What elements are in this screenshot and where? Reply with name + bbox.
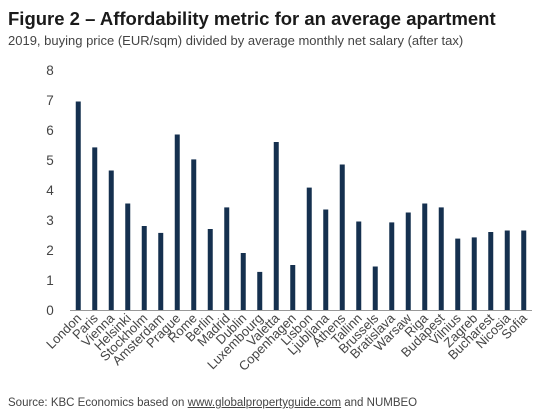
bar-helsinki (125, 203, 131, 310)
bar-riga (422, 203, 428, 310)
bar-prague (174, 134, 180, 310)
bar-warsaw (405, 212, 411, 310)
bar-luxembourg (257, 271, 263, 310)
bar-stockholm (141, 226, 147, 310)
y-tick-label: 6 (46, 123, 54, 138)
bar-lisbon (306, 187, 312, 310)
bar-bucharest (488, 232, 494, 310)
bar-copenhagen (290, 265, 296, 310)
bar-paris (92, 147, 98, 310)
y-tick-label: 1 (46, 273, 54, 288)
y-tick-label: 0 (46, 303, 54, 318)
y-tick-label: 7 (46, 93, 54, 108)
x-axis-labels: LondonParisViennaHelsinkiStockholmAmster… (43, 310, 530, 374)
bar-amsterdam (158, 232, 164, 310)
bars-group (75, 101, 527, 310)
y-tick-label: 8 (46, 63, 54, 78)
bar-tallinn (356, 221, 362, 310)
y-tick-label: 3 (46, 213, 54, 228)
bar-rome (191, 159, 197, 310)
source-note: Source: KBC Economics based on www.globa… (8, 397, 417, 409)
y-tick-label: 5 (46, 153, 54, 168)
bar-athens (339, 164, 345, 310)
bar-bratislava (389, 222, 395, 310)
bar-berlin (207, 229, 213, 310)
y-tick-label: 2 (46, 243, 54, 258)
bar-vilnius (455, 238, 461, 310)
bar-london (75, 101, 81, 310)
bar-zagreb (471, 237, 477, 310)
bar-nicosia (504, 230, 510, 310)
y-axis: 0 1 2 3 4 5 6 7 8 (46, 63, 54, 318)
bar-brussels (372, 266, 378, 310)
bar-valetta (273, 142, 279, 310)
bar-vienna (108, 170, 114, 310)
chart-subtitle: 2019, buying price (EUR/sqm) divided by … (8, 33, 464, 48)
chart-title: Figure 2 – Affordability metric for an a… (8, 8, 496, 29)
source-prefix: Source: KBC Economics based on (8, 397, 185, 409)
bar-dublin (240, 253, 246, 310)
y-tick-label: 4 (46, 183, 54, 198)
bar-budapest (438, 207, 444, 310)
source-suffix: and NUMBEO (344, 397, 418, 409)
bar-sofia (521, 230, 527, 310)
bar-madrid (224, 207, 230, 310)
source-link[interactable]: www.globalpropertyguide.com (187, 397, 342, 409)
bar-ljubljana (323, 209, 329, 310)
